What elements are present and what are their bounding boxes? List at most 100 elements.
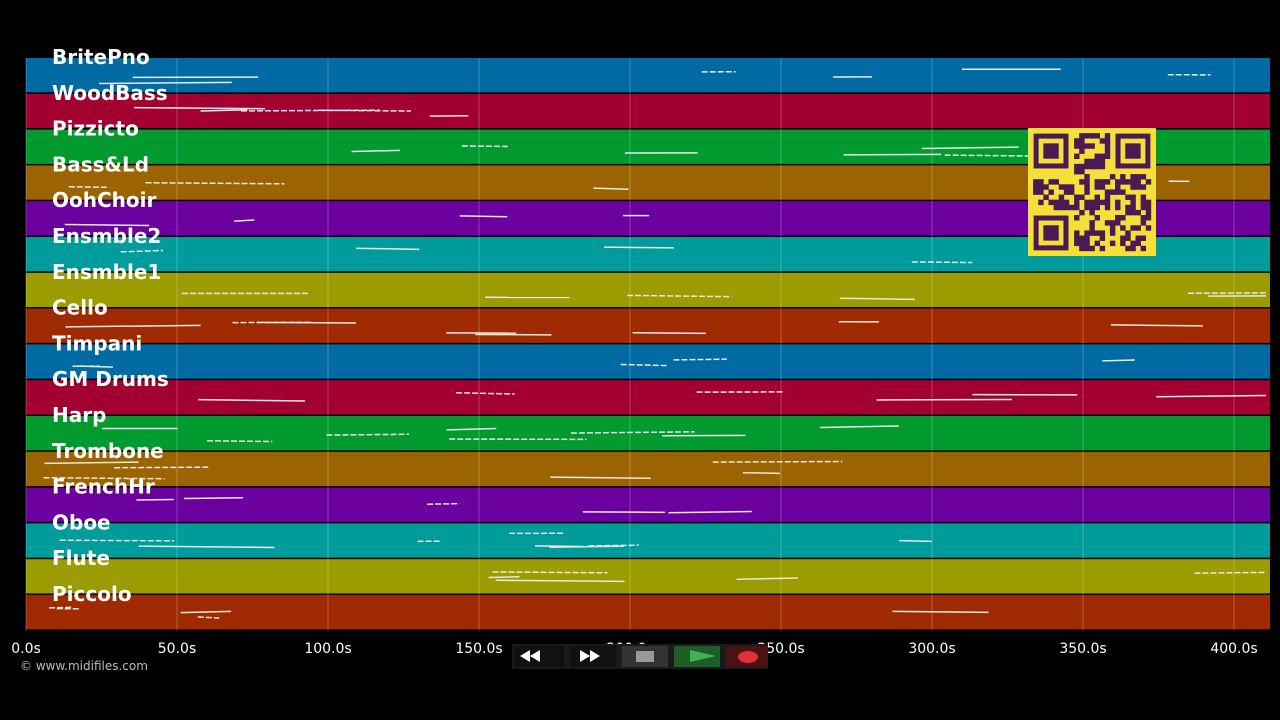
note-trace xyxy=(64,223,150,227)
time-tick-label: 400.0s xyxy=(1210,641,1257,657)
qr-cell xyxy=(1099,179,1106,185)
track-band xyxy=(26,559,1270,594)
qr-cell xyxy=(1130,204,1136,211)
qr-cell xyxy=(1099,163,1106,170)
note-trace xyxy=(1194,571,1267,574)
qr-cell xyxy=(1140,174,1147,180)
time-tick-label: 300.0s xyxy=(908,641,955,657)
qr-cell xyxy=(1084,184,1090,190)
note-trace xyxy=(673,358,727,361)
qr-cell xyxy=(1053,204,1060,211)
note-trace xyxy=(570,431,695,434)
qr-cell xyxy=(1079,163,1085,170)
qr-cell xyxy=(1079,194,1085,200)
qr-cell xyxy=(1120,174,1126,180)
qr-cell xyxy=(1145,225,1152,231)
track-band xyxy=(26,58,1270,93)
qr-cell xyxy=(1084,179,1090,185)
qr-cell xyxy=(1089,158,1095,165)
note-trace xyxy=(427,502,460,505)
qr-cell xyxy=(1125,230,1131,236)
track-name: Bass&Ld xyxy=(52,152,149,176)
qr-cell xyxy=(1115,179,1121,185)
qr-finder-core xyxy=(1043,143,1059,159)
qr-cell xyxy=(1084,245,1090,252)
track-band xyxy=(26,272,1270,308)
qr-cell xyxy=(1048,199,1054,206)
qr-cell xyxy=(1104,179,1111,185)
qr-cell xyxy=(1094,230,1100,236)
rewind-button[interactable] xyxy=(514,646,564,667)
note-trace xyxy=(899,539,932,543)
qr-cell xyxy=(1099,199,1106,206)
track-name: Piccolo xyxy=(52,582,132,606)
track-band xyxy=(26,308,1270,343)
qr-cell xyxy=(1130,179,1136,185)
qr-cell xyxy=(1094,179,1100,185)
track-band xyxy=(26,523,1270,558)
qr-cell xyxy=(1145,209,1152,216)
qr-cell xyxy=(1089,225,1095,231)
qr-cell xyxy=(1140,204,1147,211)
qr-cell xyxy=(1094,215,1100,221)
qr-cell xyxy=(1130,225,1136,231)
qr-cell xyxy=(1079,143,1085,149)
track-name: WoodBass xyxy=(52,81,168,105)
qr-cell xyxy=(1089,204,1095,211)
qr-cell xyxy=(1099,153,1106,160)
qr-cell xyxy=(1084,189,1090,195)
qr-cell xyxy=(1094,204,1100,211)
stop-button[interactable] xyxy=(622,646,668,667)
note-trace xyxy=(668,510,752,514)
record-button[interactable] xyxy=(726,646,768,667)
qr-cell xyxy=(1079,240,1085,247)
note-trace xyxy=(593,187,629,191)
qr-cell xyxy=(1120,189,1126,195)
qr-cell xyxy=(1125,194,1131,200)
qr-cell xyxy=(1053,179,1060,185)
qr-cell xyxy=(1130,209,1136,216)
note-trace xyxy=(1102,359,1135,362)
play-button[interactable] xyxy=(674,646,720,667)
qr-cell xyxy=(1099,235,1106,241)
forward-button[interactable] xyxy=(570,646,616,667)
track-name: Flute xyxy=(52,546,110,570)
qr-cell xyxy=(1079,138,1085,144)
qr-cell xyxy=(1084,204,1090,211)
qr-cell xyxy=(1053,199,1060,206)
qr-cell xyxy=(1135,209,1141,216)
qr-cell xyxy=(1079,133,1085,139)
qr-cell xyxy=(1120,215,1126,221)
qr-cell xyxy=(1089,163,1095,170)
qr-cell xyxy=(1084,133,1090,139)
qr-cell xyxy=(1074,194,1080,200)
qr-cell xyxy=(1099,184,1106,190)
qr-cell xyxy=(1089,230,1095,236)
track-name: OohChoir xyxy=(52,188,156,212)
note-trace xyxy=(68,185,108,189)
qr-cell xyxy=(1104,204,1111,211)
note-trace xyxy=(200,109,248,112)
qr-cell xyxy=(1089,245,1095,252)
qr-cell xyxy=(1109,174,1116,180)
note-trace xyxy=(550,476,651,480)
track-name: Ensmble2 xyxy=(52,224,161,248)
qr-cell xyxy=(1079,179,1085,185)
qr-cell xyxy=(1084,199,1090,206)
qr-cell xyxy=(1099,158,1106,165)
qr-cell xyxy=(1135,179,1141,185)
note-trace xyxy=(138,545,275,549)
qr-code xyxy=(1028,128,1156,256)
track-band xyxy=(26,344,1270,379)
qr-cell xyxy=(1063,204,1070,211)
track-band xyxy=(26,487,1270,522)
qr-cell xyxy=(1125,235,1131,241)
note-trace xyxy=(136,498,174,501)
qr-cell xyxy=(1063,189,1070,195)
qr-cell xyxy=(1104,143,1111,149)
note-trace xyxy=(921,146,1019,150)
note-trace xyxy=(77,365,113,368)
record-icon xyxy=(738,651,758,663)
qr-cell xyxy=(1079,209,1085,216)
